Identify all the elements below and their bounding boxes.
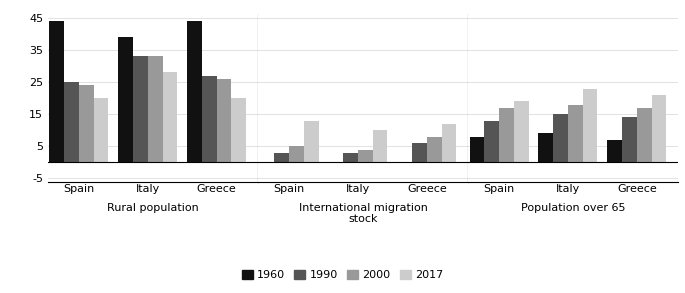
Bar — [187, 21, 202, 162]
Bar — [162, 72, 177, 162]
Bar — [343, 153, 358, 162]
Bar — [538, 134, 553, 162]
Bar — [119, 37, 133, 162]
X-axis label: Rural population: Rural population — [107, 203, 199, 213]
Bar — [79, 85, 94, 162]
Bar — [568, 105, 583, 162]
Bar — [303, 121, 319, 162]
Bar — [637, 108, 651, 162]
Bar — [499, 108, 514, 162]
Legend: 1960, 1990, 2000, 2017: 1960, 1990, 2000, 2017 — [237, 265, 448, 285]
Bar — [608, 140, 622, 162]
Bar — [427, 137, 442, 162]
Bar — [49, 21, 64, 162]
Bar — [232, 98, 246, 162]
Bar — [412, 143, 427, 162]
Bar — [514, 101, 529, 162]
Bar — [216, 79, 232, 162]
Bar — [373, 130, 388, 162]
X-axis label: Population over 65: Population over 65 — [521, 203, 625, 213]
Bar — [484, 121, 499, 162]
Bar — [651, 95, 667, 162]
Bar — [64, 82, 79, 162]
Bar — [289, 146, 303, 162]
Bar — [133, 57, 148, 162]
Bar — [202, 76, 216, 162]
Bar — [148, 57, 162, 162]
Bar — [622, 117, 637, 162]
Bar — [583, 88, 597, 162]
Bar — [469, 137, 484, 162]
Bar — [274, 153, 289, 162]
Bar — [358, 149, 373, 162]
Bar — [94, 98, 108, 162]
Bar — [442, 124, 456, 162]
Bar — [553, 114, 568, 162]
X-axis label: International migration
stock: International migration stock — [299, 203, 427, 224]
